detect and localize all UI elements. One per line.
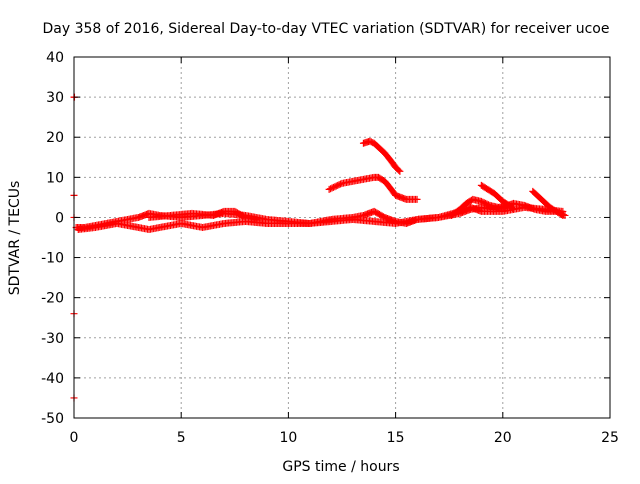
y-tick-label: 10: [46, 170, 64, 186]
y-tick-label: -20: [41, 291, 64, 307]
x-tick-label: 25: [601, 430, 619, 446]
data-point: [510, 205, 518, 213]
y-tick-label: 20: [46, 130, 64, 146]
data-point: [252, 215, 260, 223]
grid-layer: [74, 57, 610, 418]
chart-title: Day 358 of 2016, Sidereal Day-to-day VTE…: [43, 21, 610, 37]
data-point: [559, 211, 567, 219]
plot-frame: [73, 56, 611, 419]
data-point: [396, 167, 404, 175]
data-point: [337, 180, 345, 188]
y-tick-label: 40: [46, 50, 64, 66]
y-axis-label: SDTVAR / TECUs: [7, 181, 23, 296]
y-tick-label: 30: [46, 90, 64, 106]
y-tick-label: -40: [41, 371, 64, 387]
x-tick-label: 10: [279, 430, 297, 446]
data-point: [508, 204, 516, 212]
y-tick-label: 0: [55, 210, 64, 226]
data-point: [558, 211, 566, 219]
y-tick-label: -50: [41, 411, 64, 427]
data-point: [503, 201, 511, 209]
data-layer: [70, 93, 569, 402]
data-point: [413, 195, 421, 203]
y-tick-label: -30: [41, 331, 64, 347]
y-tick-label: -10: [41, 251, 64, 267]
x-tick-label: 15: [387, 430, 405, 446]
x-tick-label: 0: [70, 430, 79, 446]
x-tick-label: 5: [177, 430, 186, 446]
x-tick-label: 20: [494, 430, 512, 446]
data-point: [395, 166, 403, 174]
ticks-layer: 0 5 10 15 20 25 -50 -40 -30 -20 -10 0 10 20 30 40: [41, 50, 619, 446]
x-axis-label: GPS time / hours: [282, 459, 399, 475]
